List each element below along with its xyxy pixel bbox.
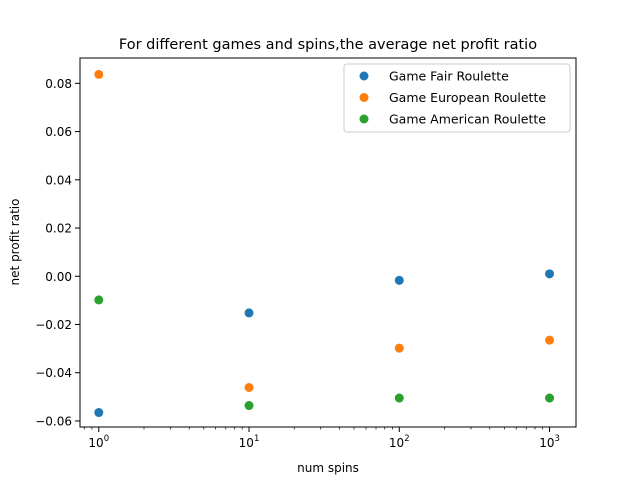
legend: Game Fair Roulette Game European Roulette…: [343, 63, 571, 133]
data-point: [244, 308, 254, 318]
legend-marker: [359, 93, 369, 102]
y-axis: −0.06 −0.04 −0.02 0.00 0.02 0.04 0.06 0.08: [35, 77, 80, 428]
data-point: [545, 393, 555, 403]
legend-label: Game European Roulette: [389, 90, 546, 105]
chart-title: For different games and spins,the averag…: [119, 37, 537, 53]
y-tick-label: 0.02: [45, 222, 72, 236]
legend-box: [343, 63, 571, 133]
y-tick-label: −0.04: [35, 366, 72, 380]
x-axis: 100 101 102 103: [83, 427, 560, 450]
y-tick-label: 0.04: [45, 173, 72, 187]
data-point: [94, 295, 104, 305]
y-tick-label: −0.06: [35, 414, 72, 428]
x-tick-label: 100: [88, 434, 109, 450]
x-tick-label: 101: [239, 434, 260, 450]
plot-area: [79, 57, 577, 428]
legend-label: Game American Roulette: [389, 112, 546, 127]
x-axis-label: num spins: [297, 461, 359, 475]
y-tick-label: 0.06: [45, 125, 72, 139]
data-point: [94, 69, 104, 79]
plot-frame: [79, 57, 577, 428]
x-tick-label: 103: [539, 434, 560, 450]
data-points: [94, 69, 555, 418]
data-point: [244, 401, 254, 411]
data-point: [94, 408, 104, 418]
data-point: [545, 335, 555, 345]
data-point: [244, 382, 254, 392]
y-tick-label: 0.08: [45, 77, 72, 91]
x-tick-label: 102: [389, 434, 410, 450]
legend-marker: [359, 114, 369, 124]
y-tick-label: −0.02: [35, 318, 72, 332]
legend-marker: [359, 71, 369, 81]
data-point: [394, 275, 404, 285]
legend-label: Game Fair Roulette: [389, 69, 509, 84]
data-point: [545, 269, 555, 279]
data-point: [394, 393, 404, 403]
y-axis-label: net profit ratio: [8, 199, 22, 286]
y-tick-label: 0.00: [45, 270, 72, 284]
data-point: [394, 343, 404, 353]
